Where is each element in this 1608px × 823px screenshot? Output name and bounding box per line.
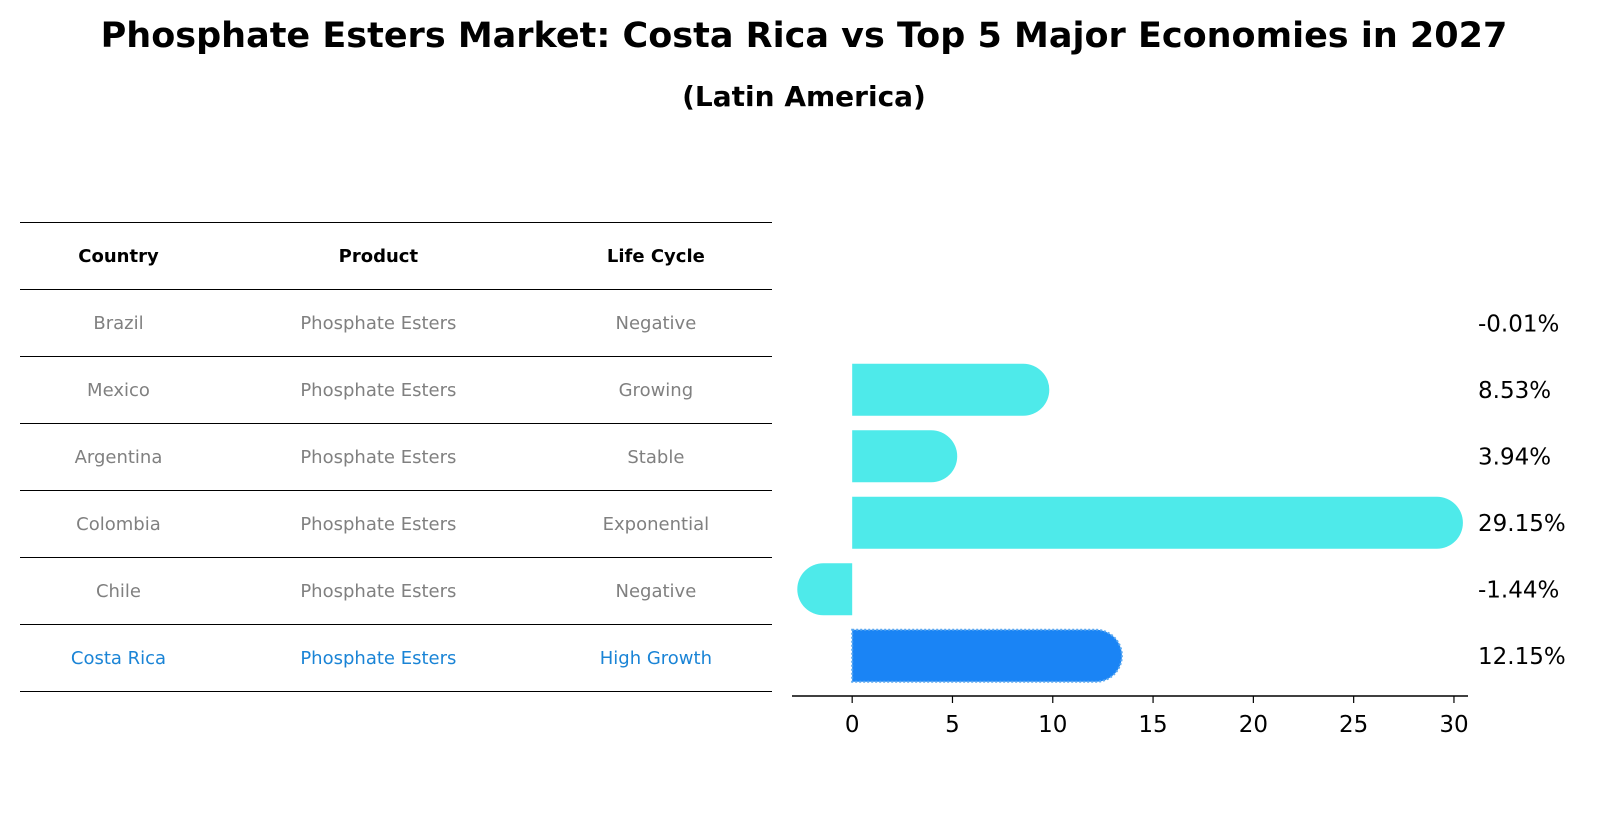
x-tick-label: 5 [945, 712, 960, 738]
cell-country: Brazil [20, 289, 217, 357]
cell-product: Phosphate Esters [216, 423, 540, 491]
table-row-highlight: Costa Rica Phosphate Esters High Growth [20, 624, 772, 692]
table-header-row: Country Product Life Cycle [20, 222, 772, 290]
cell-life-cycle: Stable [539, 423, 772, 491]
cell-product: Phosphate Esters [216, 289, 540, 357]
bar-colombia [852, 496, 1463, 549]
x-tick-label: 15 [1138, 712, 1167, 738]
cell-life-cycle: Exponential [539, 490, 772, 558]
table-row: Argentina Phosphate Esters Stable [20, 423, 772, 491]
cell-country: Argentina [20, 423, 217, 491]
x-tick-label: 0 [845, 712, 860, 738]
table-row: Colombia Phosphate Esters Exponential [20, 490, 772, 558]
x-tick-label: 20 [1239, 712, 1268, 738]
bar-chile [797, 563, 853, 616]
x-tick-label: 30 [1439, 712, 1468, 738]
cell-country: Colombia [20, 490, 217, 558]
table-row: Chile Phosphate Esters Negative [20, 557, 772, 625]
value-label: -1.44% [1478, 577, 1559, 603]
cell-life-cycle: Growing [539, 356, 772, 424]
chart-subtitle: (Latin America) [682, 80, 926, 113]
chart-title: Phosphate Esters Market: Costa Rica vs T… [100, 16, 1508, 56]
table-row: Mexico Phosphate Esters Growing [20, 356, 772, 424]
cell-life-cycle: High Growth [539, 624, 772, 692]
header-product: Product [216, 222, 540, 290]
value-label: 29.15% [1478, 511, 1566, 537]
header-country: Country [20, 222, 217, 290]
cell-country: Mexico [20, 356, 217, 424]
cell-product: Phosphate Esters [216, 356, 540, 424]
value-label: 8.53% [1478, 378, 1551, 404]
value-label: 12.15% [1478, 644, 1566, 670]
table-row: Brazil Phosphate Esters Negative [20, 289, 772, 357]
bar-costa-rica [851, 628, 1123, 683]
bar-mexico [852, 363, 1050, 416]
bar-argentina [852, 430, 958, 483]
cell-product: Phosphate Esters [216, 490, 540, 558]
cell-product: Phosphate Esters [216, 624, 540, 692]
value-label: 3.94% [1478, 444, 1551, 470]
x-tick-label: 25 [1339, 712, 1368, 738]
cell-country: Costa Rica [20, 624, 217, 692]
cell-life-cycle: Negative [539, 557, 772, 625]
header-life-cycle: Life Cycle [539, 222, 772, 290]
cell-life-cycle: Negative [539, 289, 772, 357]
country-table: Country Product Life Cycle Brazil Phosph… [20, 222, 772, 692]
value-label: -0.01% [1478, 311, 1559, 337]
x-tick-label: 10 [1038, 712, 1067, 738]
cell-country: Chile [20, 557, 217, 625]
